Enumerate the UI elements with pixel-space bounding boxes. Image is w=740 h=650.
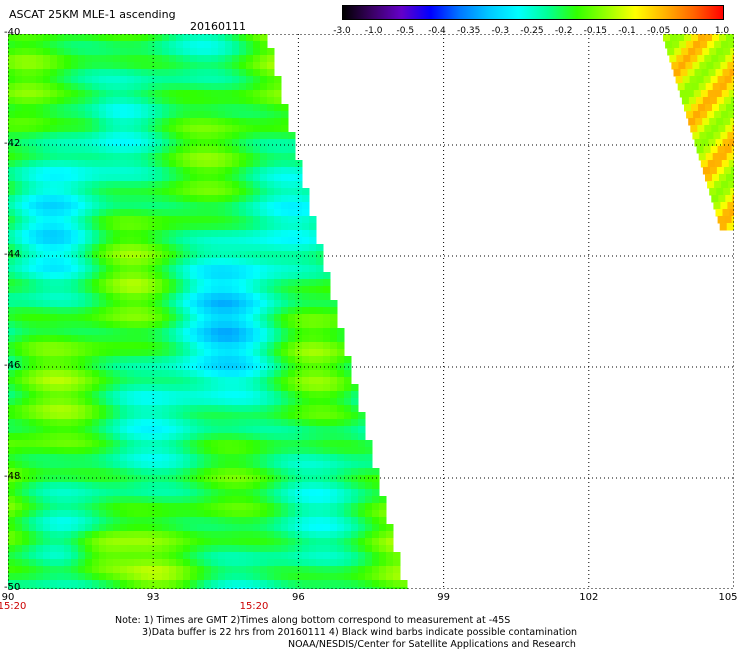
longitude-tick-label: 93 [146,592,160,603]
colorbar-tick-label: -0.05 [647,26,671,36]
colorbar-tick-label: -0.4 [428,26,446,36]
colorbar-labels: -3.0 -1.0 -0.5 -0.4 -0.35 -0.3 -0.25 -0.2 -0.15 -… [330,26,730,38]
map-title: ASCAT 25KM MLE-1 ascending [9,8,176,21]
longitude-tick-label: 102 [579,592,599,603]
longitude-tick-label: 105 [718,592,738,603]
colorbar-tick-label: -0.2 [554,26,573,36]
note-line-1: Note: 1) Times are GMT 2)Times along bot… [115,615,511,626]
latitude-tick-label: -42 [4,138,21,149]
colorbar-tick-label: 1.0 [714,26,730,36]
colorbar-tick-label: -0.15 [583,26,607,36]
map-date: 20160111 [190,20,246,33]
latitude-tick-label: -48 [4,471,21,482]
map-plot [8,34,734,589]
map-border [8,34,734,589]
colorbar-tick-label: -3.0 [333,26,351,36]
latitude-tick-label: -40 [4,27,21,38]
time-label: 15:20 [239,601,269,612]
longitude-tick-label: 96 [292,592,305,603]
colorbar-tick-label: -0.35 [457,26,481,36]
colorbar-tick-label: -0.1 [618,26,636,36]
latitude-tick-label: -50 [4,582,21,593]
colorbar-tick-label: -0.25 [520,26,544,36]
colorbar [342,5,724,20]
time-label: 15:20 [0,601,27,612]
colorbar-tick-label: 0.0 [683,26,698,36]
colorbar-tick-label: -0.5 [396,26,415,36]
colorbar-tick-label: -1.0 [364,26,383,36]
latitude-tick-label: -46 [4,360,21,371]
longitude-tick-label: 99 [437,592,450,603]
credit-line: NOAA/NESDIS/Center for Satellite Applica… [288,639,576,650]
note-line-2: 3)Data buffer is 22 hrs from 20160111 4)… [142,627,578,638]
latitude-tick-label: -44 [4,249,21,260]
longitude-tick-label: 90 [1,592,15,603]
colorbar-tick-label: -0.3 [491,26,510,36]
